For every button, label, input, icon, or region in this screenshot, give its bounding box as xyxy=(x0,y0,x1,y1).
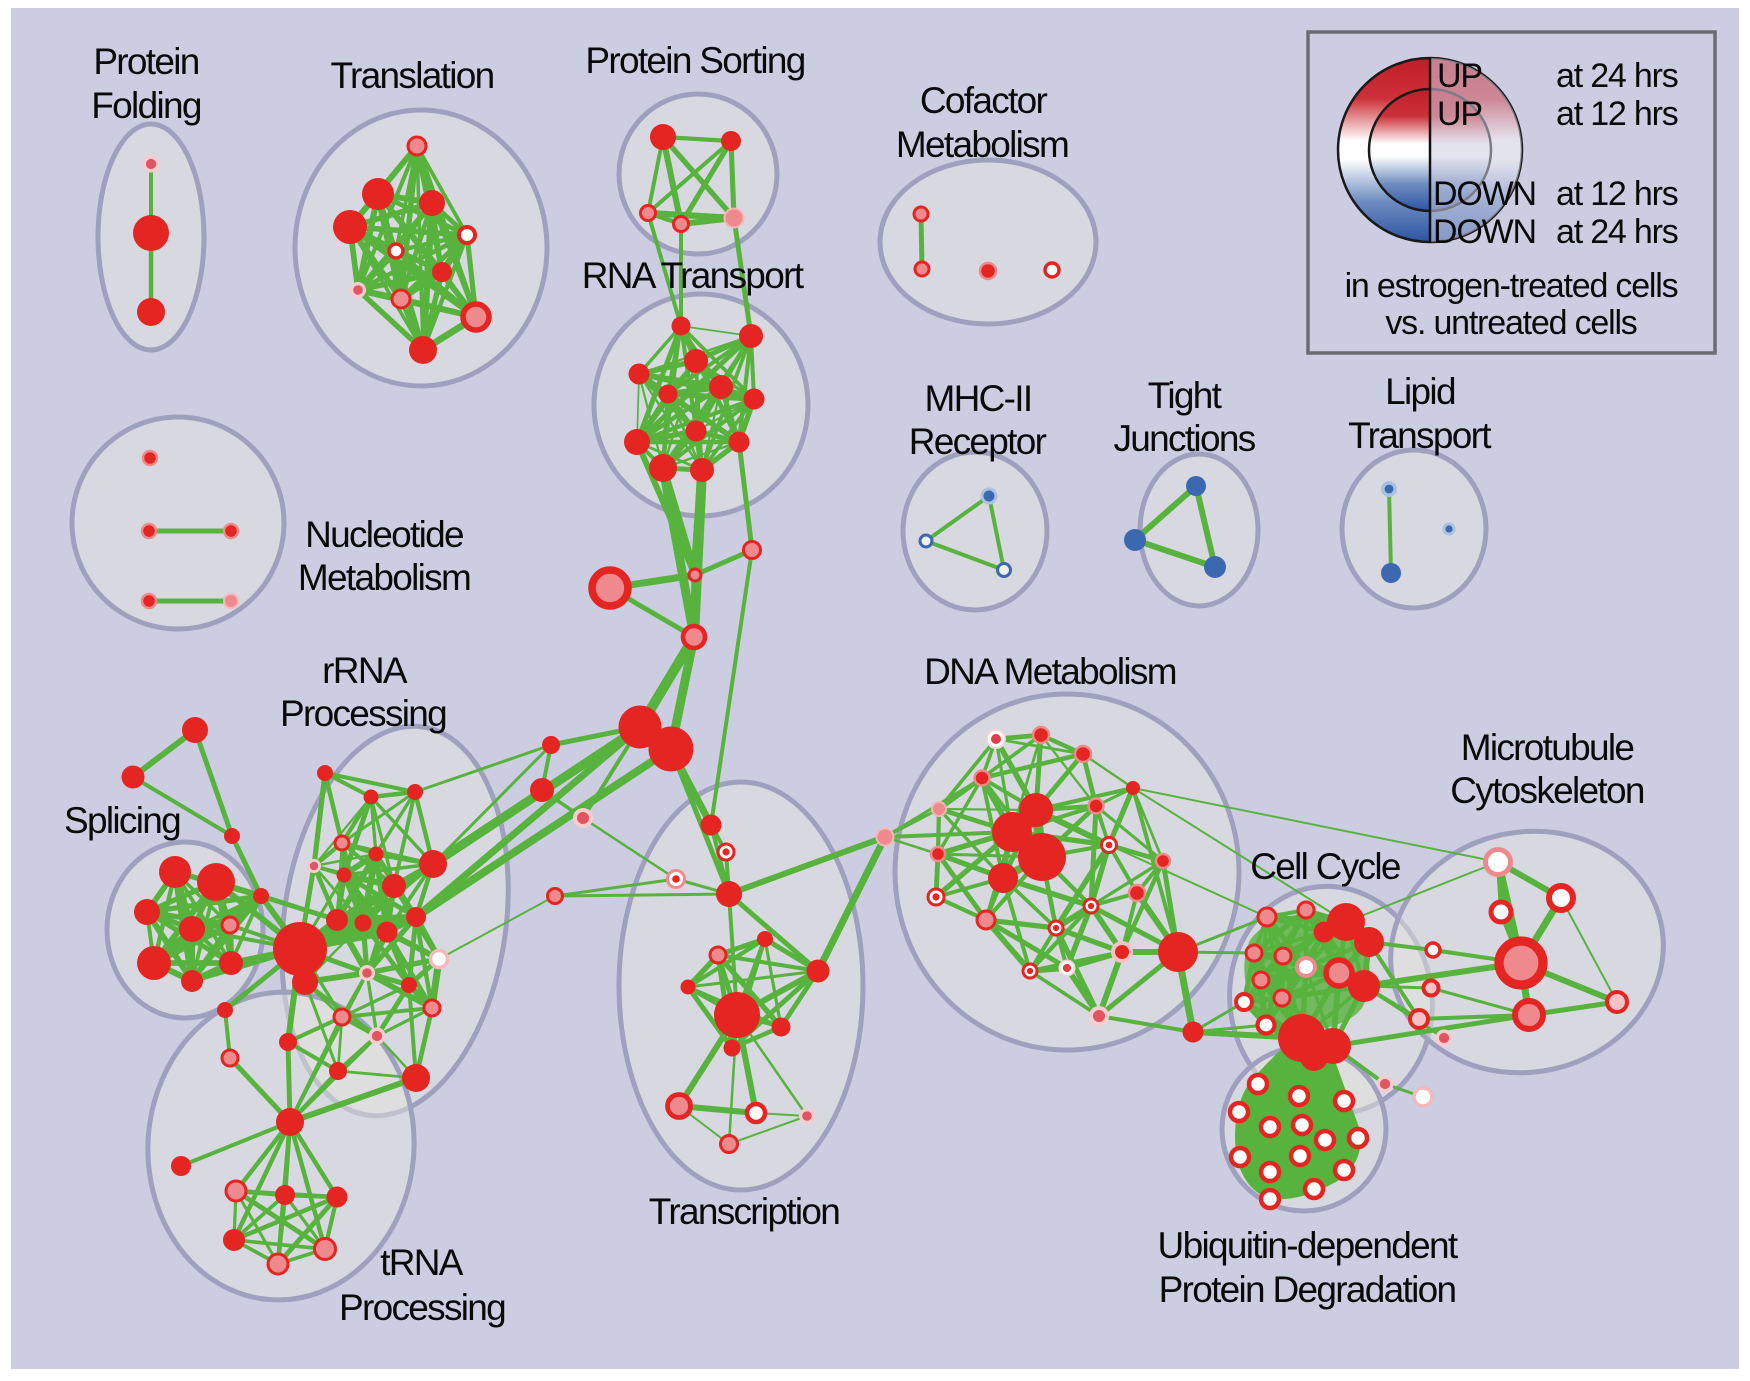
svg-text:Processing: Processing xyxy=(280,693,446,734)
svg-text:DNA Metabolism: DNA Metabolism xyxy=(924,651,1176,692)
svg-text:Folding: Folding xyxy=(91,85,201,126)
svg-text:Cofactor: Cofactor xyxy=(920,80,1048,121)
svg-text:Metabolism: Metabolism xyxy=(896,124,1068,165)
svg-text:Nucleotide: Nucleotide xyxy=(305,514,463,555)
svg-text:Metabolism: Metabolism xyxy=(298,557,470,598)
svg-text:RNA Transport: RNA Transport xyxy=(582,255,805,296)
svg-text:at 12 hrs: at 12 hrs xyxy=(1556,175,1678,213)
svg-text:Microtubule: Microtubule xyxy=(1461,727,1634,768)
svg-text:at 12 hrs: at 12 hrs xyxy=(1556,95,1678,133)
svg-text:Lipid: Lipid xyxy=(1385,371,1455,412)
svg-text:MHC-II: MHC-II xyxy=(925,378,1032,419)
svg-text:vs. untreated cells: vs. untreated cells xyxy=(1385,304,1636,342)
svg-text:Transport: Transport xyxy=(1348,415,1492,456)
svg-text:at 24 hrs: at 24 hrs xyxy=(1556,57,1678,95)
svg-text:Junctions: Junctions xyxy=(1113,418,1255,459)
svg-text:at 24 hrs: at 24 hrs xyxy=(1556,213,1678,251)
svg-text:Ubiquitin-dependent: Ubiquitin-dependent xyxy=(1158,1225,1459,1266)
svg-text:DOWN: DOWN xyxy=(1433,175,1536,213)
svg-text:Transcription: Transcription xyxy=(649,1191,840,1232)
svg-text:Cytoskeleton: Cytoskeleton xyxy=(1450,770,1644,811)
svg-text:Protein Degradation: Protein Degradation xyxy=(1159,1269,1456,1310)
svg-text:Processing: Processing xyxy=(339,1287,505,1328)
svg-text:Splicing: Splicing xyxy=(64,800,180,841)
svg-text:UP: UP xyxy=(1437,95,1482,133)
svg-text:Tight: Tight xyxy=(1148,375,1223,416)
svg-text:UP: UP xyxy=(1437,57,1482,95)
svg-text:Receptor: Receptor xyxy=(909,421,1047,462)
svg-text:tRNA: tRNA xyxy=(380,1242,464,1283)
svg-text:Protein: Protein xyxy=(93,41,198,82)
svg-text:DOWN: DOWN xyxy=(1433,213,1536,251)
svg-text:rRNA: rRNA xyxy=(322,650,408,691)
svg-text:Protein Sorting: Protein Sorting xyxy=(585,40,804,81)
svg-text:in estrogen-treated cells: in estrogen-treated cells xyxy=(1345,267,1678,305)
svg-text:Cell Cycle: Cell Cycle xyxy=(1250,846,1400,887)
svg-text:Translation: Translation xyxy=(331,55,494,96)
